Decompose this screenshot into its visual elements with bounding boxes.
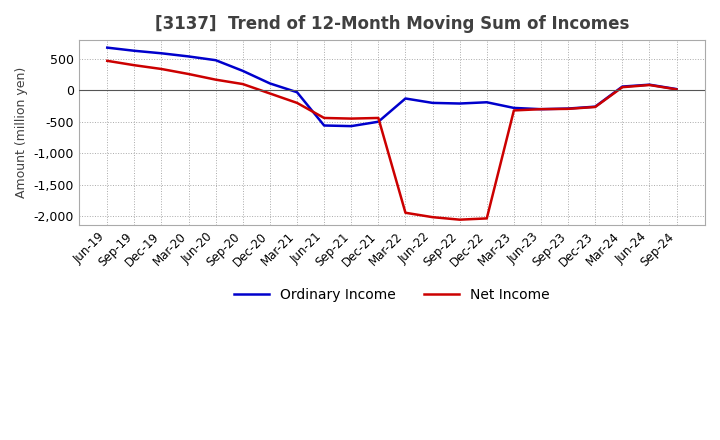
Net Income — [157, 66, 166, 72]
Ordinary Income — [266, 81, 274, 86]
Y-axis label: Amount (million yen): Amount (million yen) — [15, 67, 28, 198]
Line: Ordinary Income: Ordinary Income — [107, 48, 677, 126]
Net Income — [455, 217, 464, 222]
Ordinary Income — [455, 101, 464, 106]
Ordinary Income — [293, 90, 302, 95]
Net Income — [212, 77, 220, 82]
Ordinary Income — [157, 51, 166, 56]
Net Income — [672, 87, 681, 92]
Ordinary Income — [428, 100, 437, 106]
Net Income — [238, 81, 247, 87]
Ordinary Income — [347, 124, 356, 129]
Net Income — [130, 62, 139, 68]
Net Income — [564, 106, 572, 111]
Legend: Ordinary Income, Net Income: Ordinary Income, Net Income — [229, 282, 555, 307]
Ordinary Income — [672, 86, 681, 92]
Net Income — [536, 106, 545, 112]
Ordinary Income — [482, 99, 491, 105]
Ordinary Income — [591, 104, 600, 109]
Net Income — [184, 71, 193, 77]
Ordinary Income — [645, 82, 654, 87]
Ordinary Income — [130, 48, 139, 53]
Ordinary Income — [618, 84, 626, 89]
Net Income — [482, 216, 491, 221]
Net Income — [320, 115, 328, 121]
Net Income — [103, 58, 112, 63]
Ordinary Income — [212, 58, 220, 63]
Ordinary Income — [401, 96, 410, 101]
Net Income — [591, 104, 600, 110]
Net Income — [645, 82, 654, 88]
Ordinary Income — [564, 106, 572, 111]
Net Income — [266, 91, 274, 96]
Net Income — [347, 116, 356, 121]
Ordinary Income — [536, 106, 545, 112]
Ordinary Income — [510, 105, 518, 110]
Ordinary Income — [238, 68, 247, 73]
Ordinary Income — [374, 119, 382, 125]
Title: [3137]  Trend of 12-Month Moving Sum of Incomes: [3137] Trend of 12-Month Moving Sum of I… — [155, 15, 629, 33]
Net Income — [618, 84, 626, 90]
Ordinary Income — [103, 45, 112, 50]
Net Income — [374, 115, 382, 121]
Ordinary Income — [320, 123, 328, 128]
Line: Net Income: Net Income — [107, 61, 677, 220]
Net Income — [401, 210, 410, 216]
Net Income — [293, 100, 302, 106]
Ordinary Income — [184, 54, 193, 59]
Net Income — [428, 215, 437, 220]
Net Income — [510, 108, 518, 113]
